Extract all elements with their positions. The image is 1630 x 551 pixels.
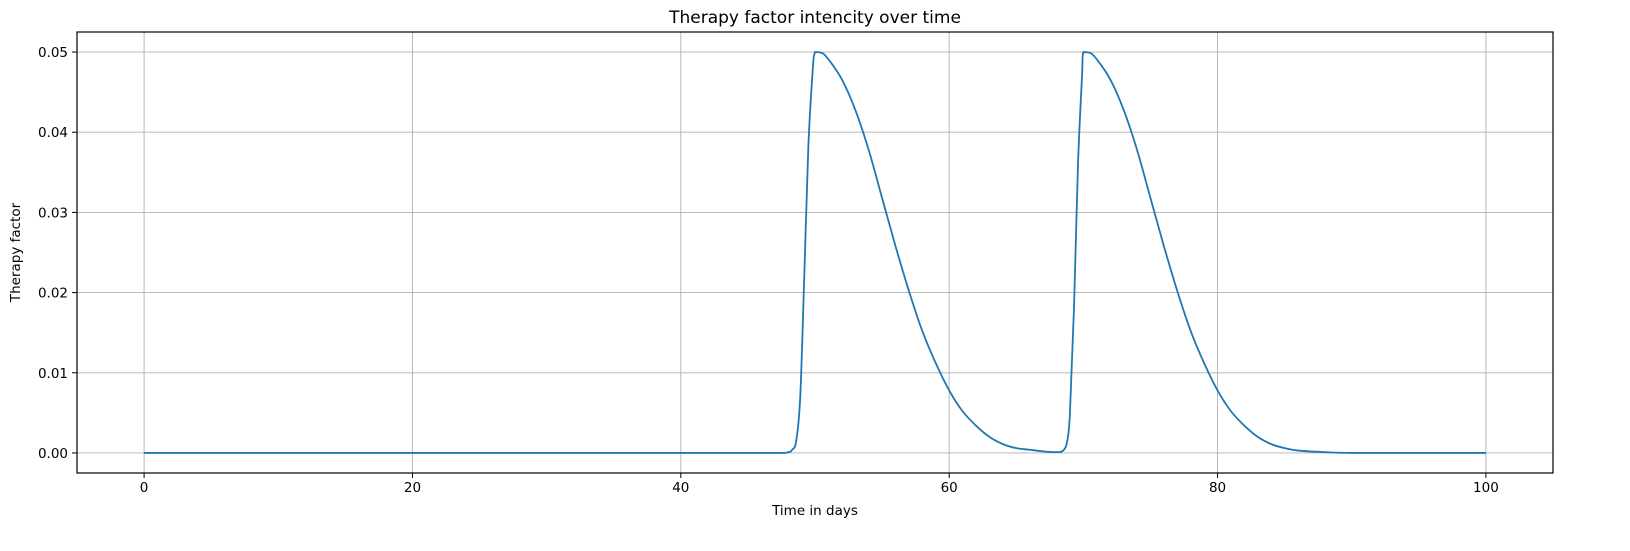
x-tick-label: 0 bbox=[140, 480, 149, 496]
y-tick-label: 0.01 bbox=[38, 366, 68, 382]
y-tick-label: 0.04 bbox=[38, 125, 68, 141]
axes-frame bbox=[76, 31, 1554, 474]
y-tick-label: 0.02 bbox=[38, 286, 68, 302]
chart-title: Therapy factor intencity over time bbox=[668, 8, 961, 28]
series-line bbox=[144, 51, 1486, 454]
y-tick-label: 0.05 bbox=[38, 45, 68, 61]
axis-ticks: 0 20 40 60 80 100 0.00 0.01 0.02 0.03 0.04 0.05 bbox=[38, 45, 1499, 496]
x-tick-label: 100 bbox=[1473, 480, 1499, 496]
y-axis-label: Therapy factor bbox=[8, 202, 24, 303]
grid-lines bbox=[77, 32, 1553, 473]
x-tick-label: 20 bbox=[404, 480, 421, 496]
x-tick-label: 60 bbox=[941, 480, 958, 496]
plot-lines bbox=[144, 51, 1486, 454]
y-tick-label: 0.00 bbox=[38, 446, 68, 462]
x-axis-label: Time in days bbox=[771, 503, 858, 519]
y-tick-label: 0.03 bbox=[38, 205, 68, 221]
x-tick-label: 80 bbox=[1209, 480, 1226, 496]
x-tick-label: 40 bbox=[672, 480, 689, 496]
